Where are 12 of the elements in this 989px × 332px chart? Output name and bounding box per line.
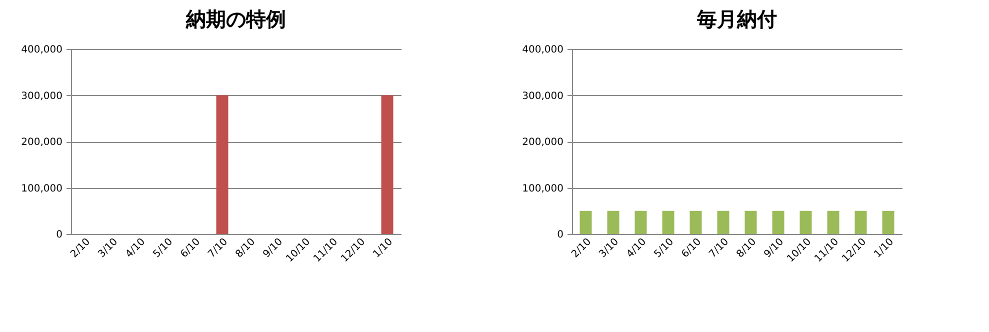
- y-tick-label: 300,000: [522, 90, 564, 102]
- y-tick-label: 200,000: [21, 137, 62, 148]
- y-tick-label: 100,000: [522, 183, 564, 194]
- y-tick-label: 400,000: [21, 44, 62, 56]
- y-tick-label: 0: [557, 230, 564, 240]
- y-tick-label: 200,000: [522, 137, 564, 148]
- y-tick-label: 100,000: [21, 183, 62, 194]
- chart-title: 納期の特例: [185, 7, 286, 31]
- y-tick-label: 400,000: [522, 44, 564, 56]
- y-tick-label: 0: [56, 230, 62, 240]
- chart-title: 毎月納付: [696, 7, 777, 31]
- y-tick-label: 300,000: [21, 90, 62, 102]
